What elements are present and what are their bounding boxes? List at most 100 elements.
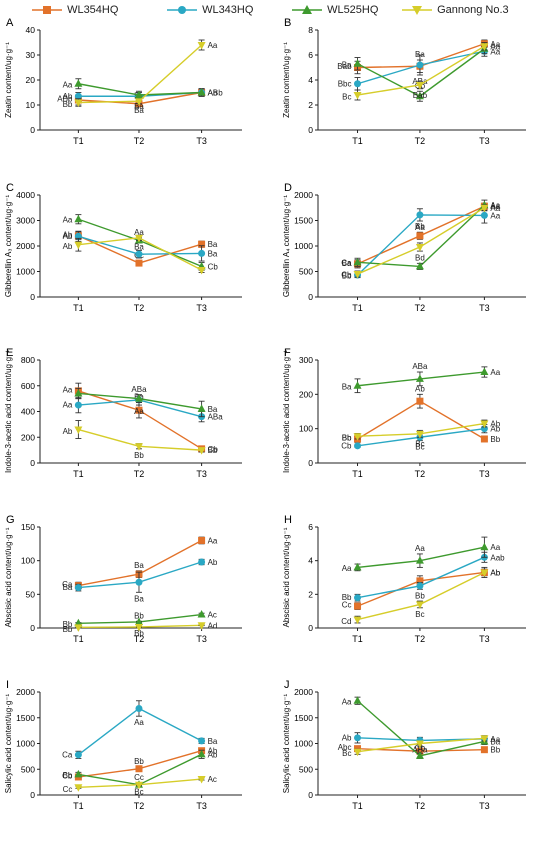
data-point [74,214,83,223]
data-point [415,601,424,609]
series-wl525hq: Bb Bb Ac [63,610,217,629]
data-point [74,241,83,250]
x-tick-label: T1 [352,801,363,811]
significance-label: Aa [490,47,500,56]
significance-label: Aa [63,385,73,394]
x-tick-label: T2 [134,136,145,146]
significance-label: Aa [208,536,218,545]
data-point [353,381,362,389]
significance-label: Bb [342,433,352,442]
data-point [74,401,82,409]
data-point [480,435,488,443]
series-wl525hq: ABa Ba [74,385,218,418]
x-tick-label: T3 [196,469,207,479]
significance-label: Aa [490,201,500,210]
y-tick-label: 300 [299,355,313,365]
series-wl343hq: Ca Aa Ba [62,700,218,759]
y-tick-label: 100 [299,424,313,434]
significance-label: Ab [490,568,500,577]
significance-label: Ba [134,561,144,570]
significance-label: Ba [342,60,352,69]
significance-label: Ab [490,420,500,429]
significance-label: Ba [342,259,352,268]
panel-letter: G [6,514,15,526]
y-tick-label: 8 [308,25,313,35]
significance-label: Aab [490,553,505,562]
x-tick-label: T3 [479,801,490,811]
legend-marker-circle-icon [167,6,197,15]
data-point [134,234,143,243]
series-gannong-no-3: Ab Ba [63,234,206,275]
data-point [354,734,362,742]
panel-letter: D [284,182,292,194]
significance-label: Bb [208,446,218,455]
y-axis-label: Gibberellin A₃ content/ug·g⁻¹ [4,195,13,298]
data-point [480,542,489,551]
data-point [134,617,143,625]
y-tick-label: 40 [26,25,36,35]
significance-label: Ba [490,737,500,746]
series-gannong-no-3: Ab Bb Bb [63,420,218,460]
data-point [134,623,143,632]
significance-label: Bb [490,435,500,444]
significance-label: Ba [134,102,144,111]
significance-label: Ba [208,737,218,746]
data-point [480,735,489,743]
x-tick-label: T3 [479,469,490,479]
data-point [197,88,206,96]
significance-label: Ab [63,427,73,436]
data-point [198,240,206,248]
legend-item-wl354hq: WL354HQ [30,2,118,18]
y-axis-label: Gibberellin A₄ content/ug·g⁻¹ [282,195,291,298]
significance-label: ABa [412,362,428,371]
x-tick-label: T1 [73,634,84,644]
x-tick-label: T3 [479,303,490,313]
chart-panel-j: J Salicylic acid content/ug·g⁻¹ 0 500 1000 15… [282,679,526,811]
significance-label: Ca [341,258,352,267]
data-point [74,92,82,100]
series-line [77,707,202,756]
significance-label: Ab [208,89,218,98]
x-tick-label: T1 [352,469,363,479]
legend-label: Gannong No.3 [437,4,509,16]
data-point [480,43,489,51]
series-gannong-no-3: Bc Bab Aa [342,42,501,102]
chart-panel-i: I Salicylic acid content/ug·g⁻¹ 0 500 1000 15… [4,679,242,811]
y-tick-label: 3000 [16,216,35,226]
significance-label: Ba [63,583,73,592]
x-tick-label: T1 [73,303,84,313]
significance-label: Ab [490,425,500,434]
y-axis-label: Indole-3-acetic acid content/ug·g⁻¹ [4,350,13,473]
x-tick-label: T3 [479,634,490,644]
data-point [198,536,206,544]
data-point [416,747,424,755]
y-tick-label: 1500 [294,216,313,226]
significance-label: Aa [134,718,144,727]
data-point [74,769,83,778]
data-point [135,578,143,586]
legend-item-gannong-no3: Gannong No.3 [400,2,509,18]
significance-label: Bc [342,749,351,758]
data-point [135,406,143,414]
significance-label: Aa [490,211,500,220]
y-tick-label: 200 [299,389,313,399]
significance-label: Aa [415,223,425,232]
x-tick-label: T2 [415,136,426,146]
significance-label: Cb [208,445,219,454]
data-point [74,751,82,759]
panel-letter: B [284,17,291,29]
x-tick-label: T2 [415,634,426,644]
data-point [353,616,362,625]
data-point [353,257,362,266]
data-point [415,556,424,564]
y-tick-label: 500 [21,764,35,774]
y-tick-label: 4000 [16,190,35,200]
significance-label: Cb [62,771,73,780]
significance-label: Abc [338,743,352,752]
y-tick-label: 1500 [16,713,35,723]
significance-label: Bbc [338,79,352,88]
data-point [197,749,206,758]
x-tick-label: T1 [73,136,84,146]
